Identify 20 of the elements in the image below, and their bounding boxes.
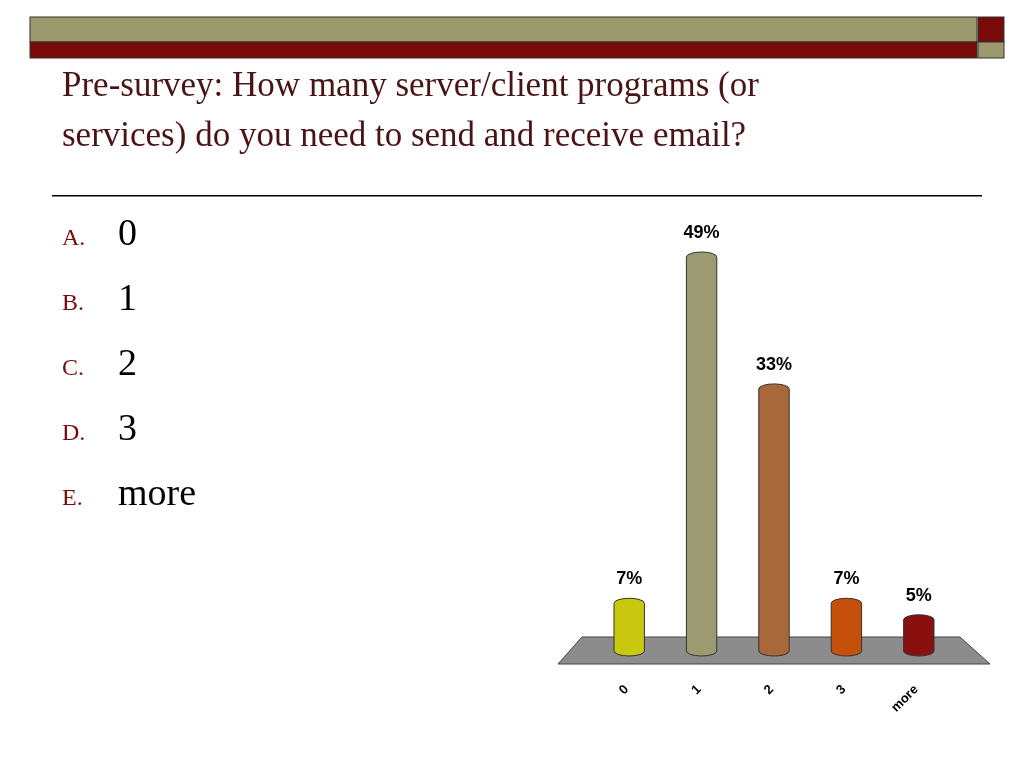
- text: C. 2: [62, 341, 137, 383]
- text: E. more: [62, 471, 197, 513]
- x-tick-label: 0: [615, 681, 632, 698]
- chart-title: Pre-survey: How many server/client programs (or services) do you need to send and receive email?: [62, 65, 760, 154]
- data-label: 7%: [833, 568, 860, 589]
- text: B. 1: [62, 276, 137, 318]
- x-tick-label: 1: [688, 681, 704, 698]
- data-label: 5%: [905, 584, 932, 605]
- bar: [613, 597, 645, 657]
- bar: [903, 614, 935, 657]
- text: A. 0: [62, 211, 137, 253]
- bar: [685, 251, 718, 657]
- text: D. 3: [62, 406, 137, 448]
- bar: [758, 383, 790, 657]
- data-label: 33%: [755, 353, 793, 374]
- x-tick-label: 2: [760, 681, 777, 698]
- data-label: 49%: [683, 222, 720, 242]
- x-tick-label: 3: [832, 681, 849, 698]
- bar: [830, 597, 863, 657]
- data-label: 7%: [616, 568, 643, 589]
